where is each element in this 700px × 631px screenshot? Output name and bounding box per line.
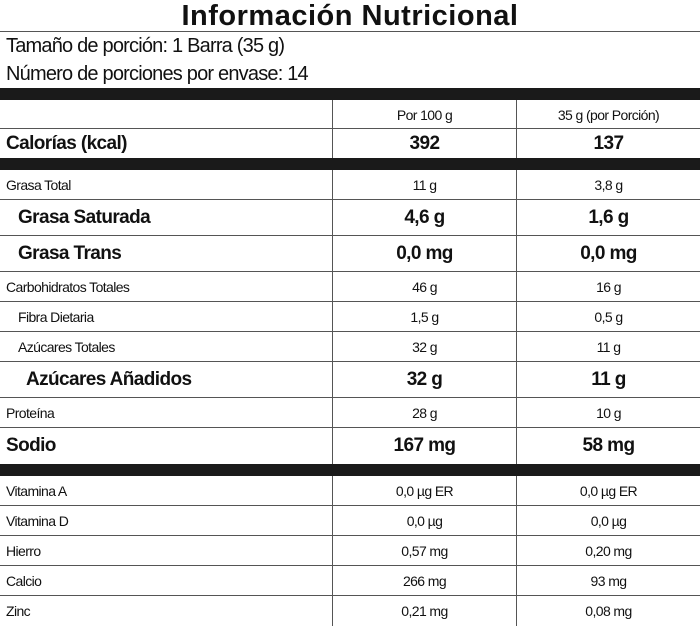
- nutrient-row: Calcio 266 mg 93 mg: [0, 566, 700, 596]
- nutrient-label: Carbohidratos Totales: [6, 278, 130, 295]
- nutrient-label: Azúcares Totales: [18, 338, 115, 355]
- value-per-100g: 266 mg: [332, 566, 516, 595]
- nutrient-row: Proteína 28 g 10 g: [0, 398, 700, 428]
- divider-thick: [0, 464, 700, 476]
- serving-size: Tamaño de porción: 1 Barra (35 g): [6, 35, 285, 57]
- nutrient-label: Vitamina A: [6, 482, 67, 499]
- nutrient-label: Proteína: [6, 404, 55, 421]
- nutrient-row: Hierro 0,57 mg 0,20 mg: [0, 536, 700, 566]
- value-per-100g: 167 mg: [332, 428, 516, 464]
- value-per-serving: 1,6 g: [516, 200, 700, 235]
- nutrient-row: Grasa Saturada 4,6 g 1,6 g: [0, 200, 700, 236]
- nutrient-label: Vitamina D: [6, 512, 69, 529]
- value-per-serving: 0,08 mg: [516, 596, 700, 626]
- value-per-serving: 16 g: [516, 272, 700, 301]
- nutrient-label: Hierro: [6, 542, 41, 559]
- nutrient-label: Fibra Dietaria: [18, 308, 94, 325]
- value-per-serving: 11 g: [516, 332, 700, 361]
- nutrient-row: Fibra Dietaria 1,5 g 0,5 g: [0, 302, 700, 332]
- column-header-per-serving: 35 g (por Porción): [516, 100, 700, 128]
- divider-thick: [0, 88, 700, 100]
- nutrient-row: Sodio 167 mg 58 mg: [0, 428, 700, 464]
- calories-row: Calorías (kcal) 392 137: [0, 129, 700, 158]
- nutrient-row: Vitamina D 0,0 µg 0,0 µg: [0, 506, 700, 536]
- nutrient-label: Calcio: [6, 572, 42, 589]
- value-per-serving: 0,0 µg: [516, 506, 700, 535]
- value-per-100g: 28 g: [332, 398, 516, 427]
- calories-per-100g: 392: [332, 129, 516, 158]
- value-per-serving: 0,0 µg ER: [516, 476, 700, 505]
- value-per-serving: 11 g: [516, 362, 700, 397]
- value-per-100g: 11 g: [332, 170, 516, 199]
- nutrient-row: Carbohidratos Totales 46 g 16 g: [0, 272, 700, 302]
- nutrient-row: Grasa Total 11 g 3,8 g: [0, 170, 700, 200]
- value-per-100g: 0,21 mg: [332, 596, 516, 626]
- value-per-serving: 10 g: [516, 398, 700, 427]
- value-per-100g: 0,0 µg: [332, 506, 516, 535]
- nutrient-row: Vitamina A 0,0 µg ER 0,0 µg ER: [0, 476, 700, 506]
- value-per-serving: 0,20 mg: [516, 536, 700, 565]
- nutrient-label: Sodio: [6, 435, 56, 456]
- calories-label: Calorías (kcal): [6, 132, 128, 154]
- value-per-100g: 32 g: [332, 362, 516, 397]
- micronutrients-table: Vitamina A 0,0 µg ER 0,0 µg ER Vitamina D 0,…: [0, 476, 700, 626]
- calories-per-serving: 137: [516, 129, 700, 158]
- value-per-serving: 3,8 g: [516, 170, 700, 199]
- label-title: Información Nutricional: [0, 0, 700, 32]
- nutrient-label: Grasa Total: [6, 176, 71, 193]
- column-header-per-100g: Por 100 g: [332, 100, 516, 128]
- nutrient-row: Zinc 0,21 mg 0,08 mg: [0, 596, 700, 626]
- value-per-serving: 58 mg: [516, 428, 700, 464]
- nutrient-label: Zinc: [6, 603, 31, 619]
- nutrient-row: Azúcares Añadidos 32 g 11 g: [0, 362, 700, 398]
- value-per-100g: 0,0 µg ER: [332, 476, 516, 505]
- value-per-100g: 4,6 g: [332, 200, 516, 235]
- nutrient-label: Azúcares Añadidos: [26, 368, 192, 390]
- value-per-100g: 0,0 mg: [332, 236, 516, 271]
- column-header-row: Por 100 g 35 g (por Porción): [0, 100, 700, 129]
- nutrient-label: Grasa Trans: [18, 242, 122, 264]
- nutrient-row: Azúcares Totales 32 g 11 g: [0, 332, 700, 362]
- value-per-serving: 0,5 g: [516, 302, 700, 331]
- value-per-100g: 0,57 mg: [332, 536, 516, 565]
- nutrient-label: Grasa Saturada: [18, 206, 151, 228]
- value-per-serving: 93 mg: [516, 566, 700, 595]
- value-per-serving: 0,0 mg: [516, 236, 700, 271]
- nutrient-row: Grasa Trans 0,0 mg 0,0 mg: [0, 236, 700, 272]
- divider-thick: [0, 158, 700, 170]
- servings-per-container: Número de porciones por envase: 14: [6, 63, 309, 85]
- value-per-100g: 32 g: [332, 332, 516, 361]
- value-per-100g: 46 g: [332, 272, 516, 301]
- value-per-100g: 1,5 g: [332, 302, 516, 331]
